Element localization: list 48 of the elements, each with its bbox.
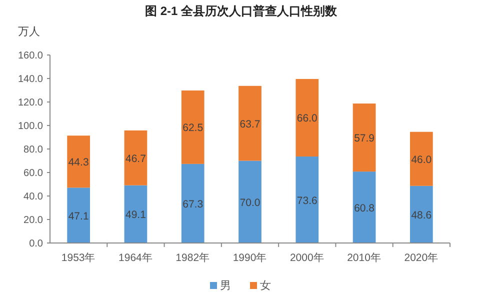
chart-title: 图 2-1 全县历次人口普查人口性别数 [144,4,338,18]
y-tick-label: 120.0 [18,98,44,108]
data-label: 49.1 [125,209,146,222]
bar [181,164,204,243]
bar [410,186,433,243]
y-tick-label: 160.0 [18,50,44,62]
y-tick-label: 140.0 [18,74,44,85]
y-axis-title: 万人 [18,26,40,38]
y-tick-label: 40.0 [24,192,44,202]
data-label: 70.0 [240,196,260,209]
bar [67,136,90,188]
data-label: 60.8 [354,202,375,214]
data-label: 63.7 [240,118,260,130]
data-label: 46.7 [125,152,146,165]
y-tick-label: 60.0 [24,168,44,179]
bar [410,132,433,186]
x-tick-label: 2000年 [290,252,324,264]
y-tick-label: 20.0 [24,215,44,226]
bar [124,185,148,243]
x-tick-label: 2020年 [404,252,439,264]
y-tick-label: 100.0 [18,121,44,132]
x-tick-label: 1953年 [61,252,96,264]
data-label: 66.0 [296,112,318,125]
bar [238,160,262,243]
data-label: 44.3 [68,156,89,169]
data-label: 46.0 [411,154,432,166]
data-label: 57.9 [354,132,375,145]
legend-label: 男 [220,280,231,292]
bar [181,90,204,164]
y-tick-label: 80.0 [24,144,44,156]
bar [296,78,319,157]
x-tick-label: 1990年 [232,252,268,264]
bar [124,130,148,186]
bar [67,188,90,243]
bar [352,172,376,243]
x-tick-label: 1964年 [118,252,153,264]
data-label: 67.3 [182,198,204,210]
data-label: 62.5 [182,122,204,134]
data-label: 47.1 [68,210,89,222]
bar [238,86,262,161]
x-tick-label: 2010年 [347,252,382,264]
y-tick-label: 0.0 [29,238,44,250]
legend-label: 女 [260,280,271,292]
data-label: 73.6 [296,194,318,207]
bar [296,156,319,243]
x-tick-label: 1982年 [176,252,210,264]
bar [352,104,376,172]
data-label: 48.6 [411,209,432,222]
